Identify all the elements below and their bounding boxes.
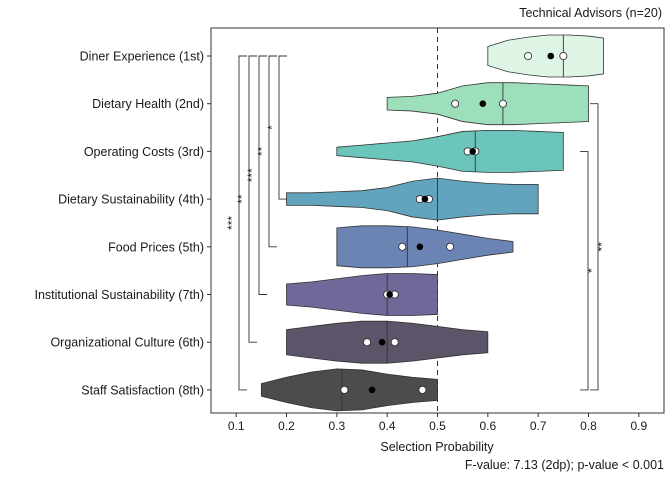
x-tick-label: 0.4	[379, 419, 396, 433]
mean-point	[416, 243, 424, 251]
significance-label: **	[255, 146, 269, 156]
violin-shape	[286, 177, 539, 221]
x-tick-label: 0.1	[228, 419, 245, 433]
significance-bracket	[278, 55, 287, 200]
y-tick-label: Food Prices (5th)	[108, 240, 204, 254]
significance-bracket	[268, 55, 277, 248]
mean-point	[368, 386, 376, 394]
mean-point	[479, 100, 487, 107]
violin-shape	[386, 82, 589, 126]
y-tick-label: Staff Satisfaction (8th)	[81, 383, 204, 397]
mean-point	[378, 338, 386, 346]
quartile-point	[362, 338, 372, 347]
quartile-point	[398, 242, 407, 251]
violin-shape	[286, 273, 438, 316]
violin-shape	[336, 225, 514, 269]
significance-bracket	[580, 150, 589, 391]
quartile-point	[390, 338, 399, 347]
x-tick-label: 0.8	[580, 419, 597, 433]
quartile-point	[451, 99, 460, 108]
quartile-point	[498, 99, 507, 108]
x-tick-label: 0.3	[328, 419, 345, 433]
mean-point	[421, 195, 429, 203]
plot-area: 0.1 0.2 0.3 0.4 0.5 0.6 0.7 0.8 0.9 Diner Experie…	[34, 27, 665, 433]
y-tick-label: Institutional Sustainability (7th)	[34, 288, 204, 302]
significance-bracket	[238, 55, 247, 391]
significance-label: **	[235, 194, 249, 204]
significance-bracket	[258, 55, 267, 295]
y-tick-label: Operating Costs (3rd)	[84, 145, 204, 159]
quartile-point	[418, 385, 427, 394]
y-tick-label: Dietary Health (2nd)	[92, 97, 204, 111]
violin-shape	[487, 34, 604, 78]
x-tick-label: 0.7	[530, 419, 547, 433]
x-axis-label: Selection Probability	[380, 440, 494, 454]
mean-point	[469, 148, 477, 155]
footnote: F-value: 7.13 (2dp); p-value < 0.001	[465, 458, 664, 472]
significance-bracket	[590, 103, 599, 391]
quartile-point	[446, 242, 455, 251]
violin-shape	[336, 130, 564, 173]
y-tick-label: Diner Experience (1st)	[80, 50, 204, 64]
y-tick-label: Organizational Culture (6th)	[50, 336, 204, 350]
quartile-point	[559, 51, 568, 61]
violin-shape	[260, 368, 438, 412]
x-tick-label: 0.2	[278, 419, 295, 433]
chart-title: Technical Advisors (n=20)	[519, 6, 662, 20]
quartile-point	[340, 385, 349, 394]
significance-label: ***	[245, 168, 259, 182]
significance-label: ***	[225, 216, 239, 230]
x-tick-label: 0.9	[630, 419, 647, 433]
significance-label: *	[585, 268, 599, 273]
quartile-point	[524, 51, 533, 61]
significance-label: **	[595, 242, 609, 252]
x-tick-label: 0.5	[429, 419, 446, 433]
mean-point	[547, 52, 555, 60]
mean-point	[386, 291, 393, 298]
significance-bracket	[248, 55, 257, 343]
significance-label: *	[265, 125, 279, 130]
y-tick-label: Dietary Sustainability (4th)	[58, 193, 204, 207]
x-tick-label: 0.6	[479, 419, 496, 433]
